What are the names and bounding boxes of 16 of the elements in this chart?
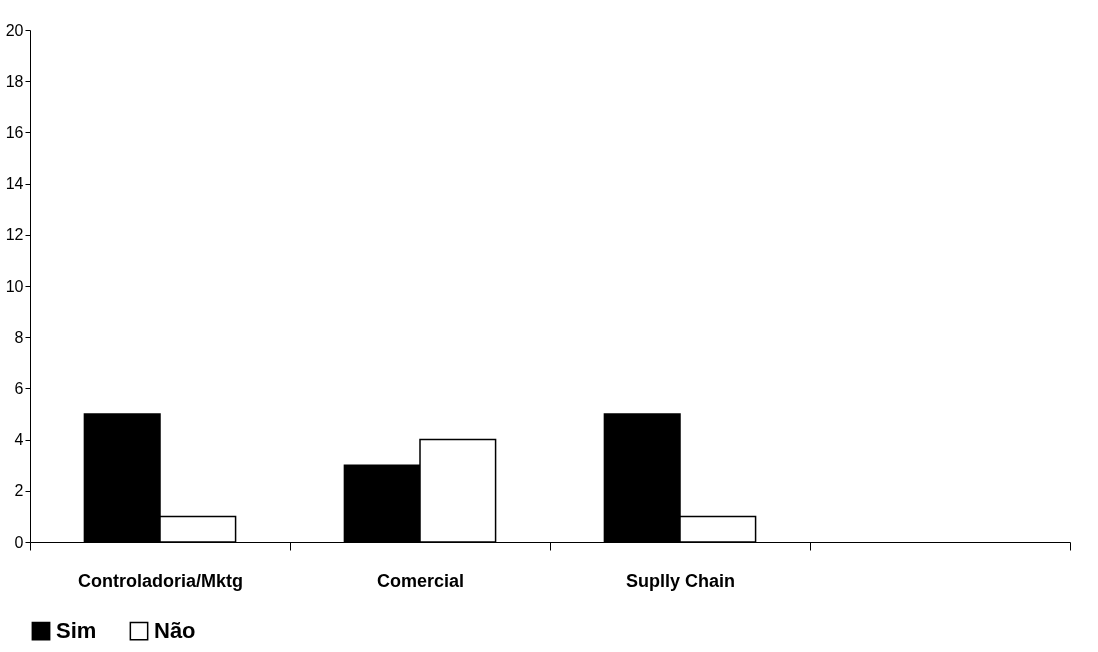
y-tick-label: 12 [5, 226, 24, 244]
x-tick-label: Comercial [376, 570, 465, 591]
y-tick-label: 4 [14, 431, 24, 449]
y-tick-label: 2 [14, 482, 24, 500]
y-tick-label: 16 [5, 123, 24, 141]
x-tick-label: Controladoria/Mktg [78, 570, 243, 591]
y-tick-label: 18 [5, 72, 24, 90]
y-tick-label: 10 [5, 277, 24, 295]
y-tick-label: 20 [5, 21, 24, 39]
x-tick-label: Suplly Chain [625, 570, 736, 591]
legend-label: Sim [56, 618, 97, 644]
legend-label: Não [154, 618, 196, 644]
y-tick-label: 6 [14, 379, 24, 397]
y-tick-label: 8 [14, 328, 24, 346]
y-tick-label: 14 [5, 175, 24, 193]
y-tick-label: 0 [14, 533, 24, 551]
